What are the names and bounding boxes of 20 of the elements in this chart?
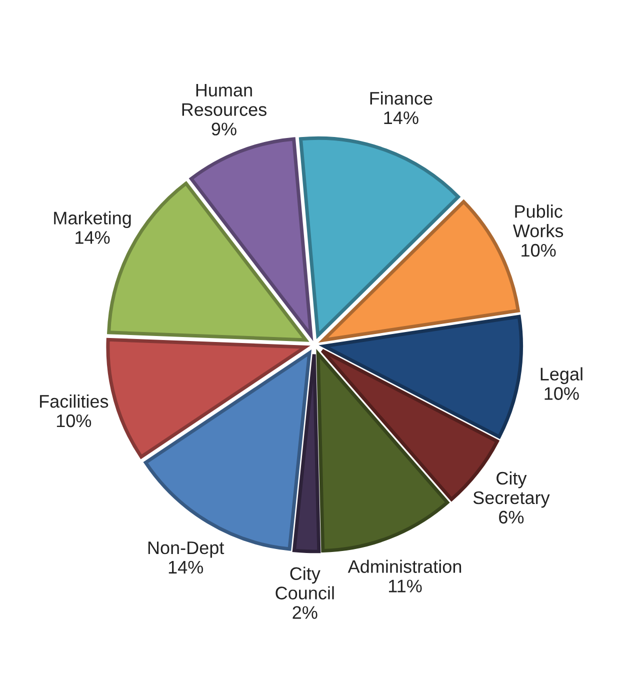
data-label: 14% xyxy=(168,560,204,574)
data-label: 10% xyxy=(56,414,92,428)
slice-label: Human Resources xyxy=(182,84,266,116)
slice-label: Administration xyxy=(348,560,462,573)
data-label: 6% xyxy=(499,510,524,524)
slice-label: City Secretary xyxy=(473,471,550,508)
slice-label: Legal xyxy=(540,367,582,384)
data-label: 10% xyxy=(522,244,556,257)
slice-label: Marketing xyxy=(54,211,131,228)
data-label: 2% xyxy=(292,606,318,619)
slice-label: City Council xyxy=(276,566,334,600)
data-label: 10% xyxy=(544,387,579,400)
data-label: 9% xyxy=(212,122,236,136)
data-label: 14% xyxy=(384,111,418,124)
slice-label: Finance xyxy=(370,91,432,105)
slice-label: Non-Dept xyxy=(148,542,224,558)
data-label: 11% xyxy=(388,580,422,592)
slice-label: Facilities xyxy=(40,394,108,408)
data-label: 14% xyxy=(76,231,110,244)
slice-label: Public Works xyxy=(512,204,564,238)
